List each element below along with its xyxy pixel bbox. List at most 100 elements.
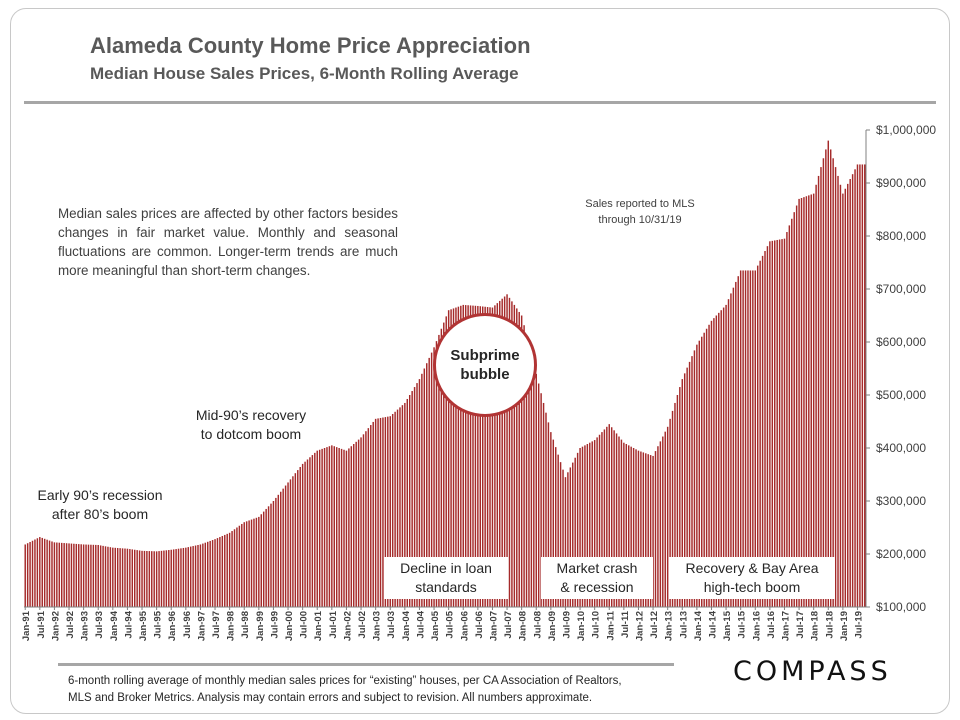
price-bar — [696, 344, 698, 607]
price-bar — [287, 482, 289, 607]
price-bar — [197, 544, 199, 607]
price-bar — [262, 511, 265, 607]
x-tick-label: Jul-08 — [532, 611, 543, 638]
price-bar — [533, 364, 535, 607]
price-bar — [146, 551, 148, 607]
price-bar — [849, 179, 851, 607]
price-bar — [148, 551, 151, 607]
x-tick-label: Jul-99 — [269, 611, 280, 638]
x-tick-label: Jan-05 — [430, 610, 441, 641]
price-bar — [413, 387, 416, 607]
price-bar — [231, 531, 233, 607]
price-bar — [540, 393, 542, 607]
price-bar — [601, 432, 603, 607]
price-bar — [664, 431, 666, 607]
price-bar — [739, 270, 742, 607]
y-tick-label: $900,000 — [876, 176, 926, 190]
annotation-crash-line2: & recession — [560, 579, 634, 595]
x-tick-label: Jul-01 — [328, 610, 339, 638]
price-bar — [827, 140, 830, 607]
price-bar — [825, 149, 827, 607]
price-bar — [209, 540, 211, 607]
price-bar — [715, 315, 718, 607]
x-tick-label: Jul-97 — [211, 611, 222, 638]
price-bar — [126, 548, 129, 607]
price-bar — [859, 164, 861, 607]
y-tick-label: $300,000 — [876, 494, 926, 508]
price-bar — [508, 297, 511, 607]
price-bar — [370, 425, 372, 607]
price-bar — [586, 444, 589, 607]
price-bar — [377, 418, 379, 607]
price-bar — [455, 307, 457, 607]
annotation-early-90s-line2: after 80’s boom — [51, 506, 149, 522]
price-bar — [131, 549, 134, 607]
price-bar — [435, 341, 438, 607]
price-bar — [654, 451, 657, 607]
price-bar — [172, 549, 175, 607]
price-bar — [781, 239, 783, 607]
price-bar — [713, 318, 715, 607]
y-tick-label: $200,000 — [876, 547, 926, 561]
x-tick-label: Jan-04 — [401, 610, 412, 641]
price-bar — [776, 239, 778, 607]
price-bar — [353, 444, 355, 607]
annotation-early-90s-line1: Early 90’s recession — [37, 487, 163, 503]
annotation-recovery-line2: high-tech boom — [703, 579, 801, 595]
price-bar — [440, 328, 443, 607]
price-bar — [460, 305, 462, 607]
price-bar — [693, 350, 696, 607]
price-bar — [730, 293, 732, 607]
price-bar — [102, 545, 104, 607]
price-bar — [737, 276, 739, 607]
price-bar — [374, 418, 377, 607]
price-bar — [326, 447, 328, 607]
price-bar — [742, 270, 744, 607]
price-bar — [445, 316, 447, 607]
price-bar — [97, 544, 99, 607]
price-bar — [727, 299, 730, 607]
price-bar — [39, 537, 41, 607]
price-bar — [51, 541, 53, 607]
price-bar — [808, 195, 810, 607]
mls-note-line2: through 10/31/19 — [598, 214, 682, 226]
price-bar — [267, 506, 270, 607]
price-bar — [652, 455, 654, 607]
price-bar — [350, 446, 353, 607]
price-bar — [333, 446, 335, 607]
price-bar — [628, 445, 630, 607]
price-bar — [243, 522, 245, 607]
price-bar — [803, 197, 805, 607]
price-bar — [138, 550, 141, 607]
price-bar — [783, 238, 786, 607]
price-bar — [168, 550, 170, 607]
price-bar — [735, 281, 737, 607]
price-bar — [241, 523, 243, 607]
x-tick-label: Jan-02 — [342, 611, 353, 641]
x-tick-label: Jan-13 — [664, 611, 675, 641]
price-bar — [722, 307, 725, 607]
price-bar — [160, 550, 163, 607]
price-bar — [844, 188, 847, 608]
price-bar — [92, 544, 95, 607]
price-bar — [608, 424, 610, 607]
price-bar — [822, 158, 825, 607]
price-bar — [596, 437, 598, 607]
x-tick-label: Jul-12 — [649, 611, 660, 638]
price-bar — [214, 539, 216, 607]
price-bar — [321, 448, 323, 607]
annotation-crash-line1: Market crash — [556, 560, 638, 576]
price-bar — [289, 479, 292, 607]
price-bar — [124, 548, 126, 607]
price-bar — [379, 417, 382, 607]
price-bar — [95, 544, 97, 607]
price-bar — [555, 447, 557, 607]
price-bar — [812, 193, 815, 607]
price-bar — [657, 446, 659, 607]
price-bar — [387, 416, 389, 607]
price-bar — [854, 169, 856, 607]
price-bar — [623, 442, 625, 607]
price-bar — [798, 198, 800, 607]
price-bar — [85, 544, 87, 607]
x-tick-label: Jul-93 — [94, 611, 105, 638]
